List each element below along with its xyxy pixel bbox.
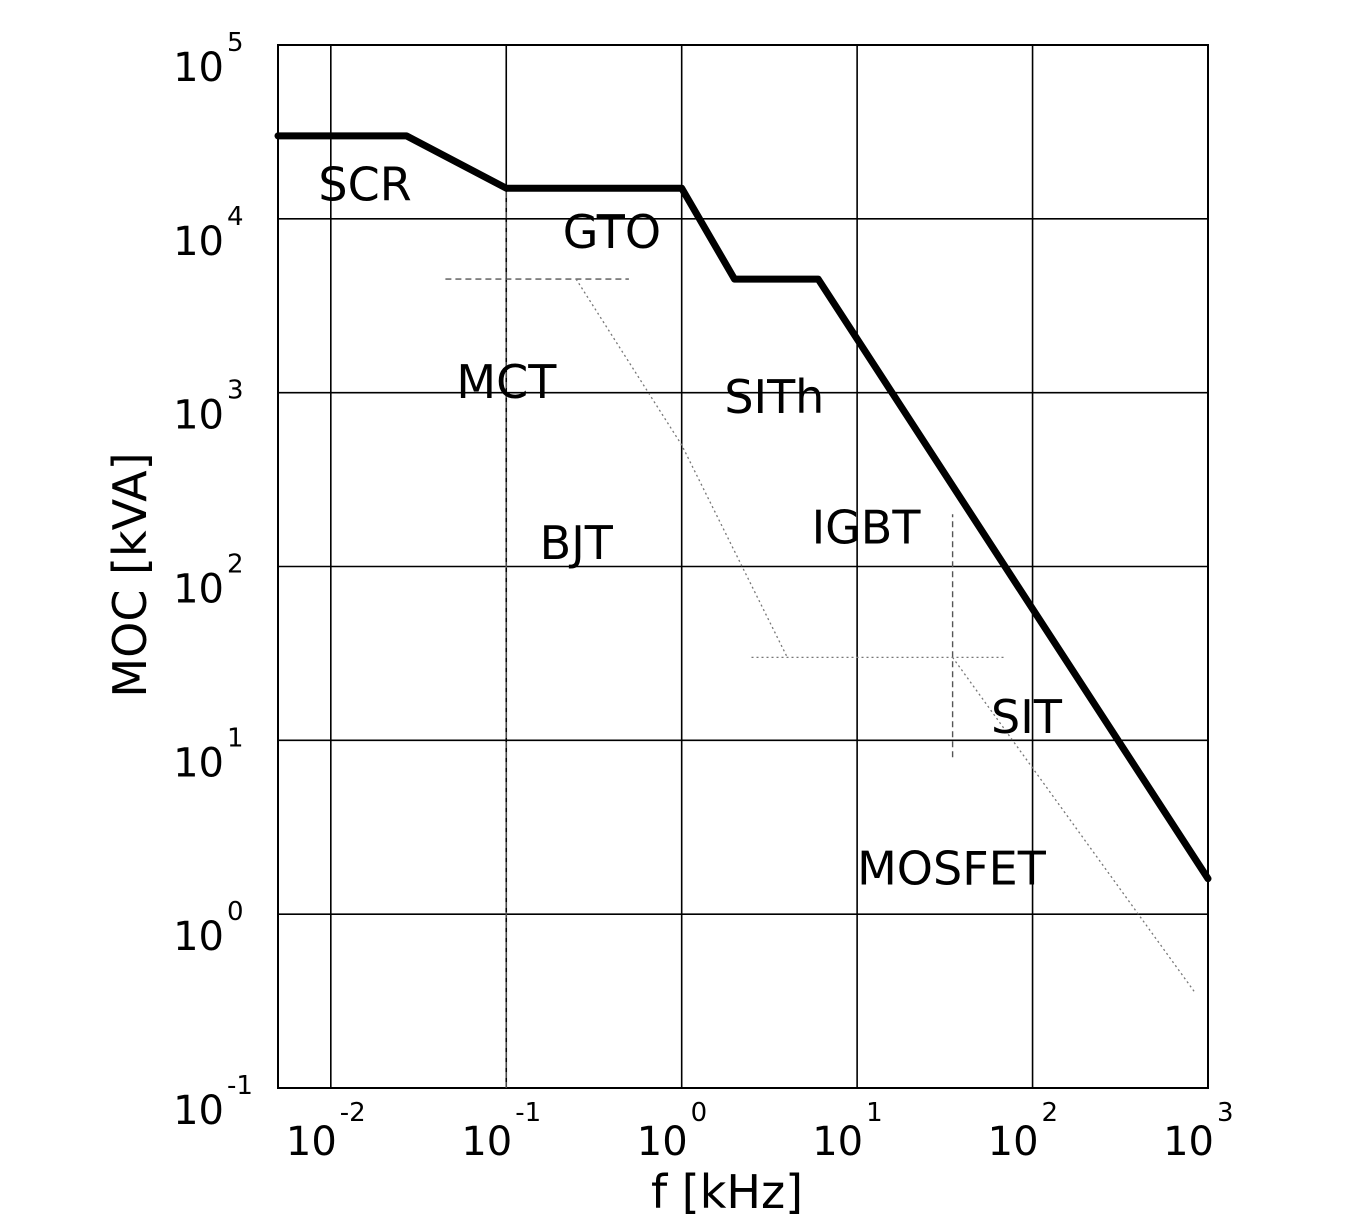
grid [278,45,1208,1088]
region-labels: SCR GTO MCT SITh BJT IGBT SIT MOSFET [318,158,1062,896]
y-tick-base: 10 [173,219,224,265]
x-tick-label-4: 102 [988,1098,1058,1165]
y-tick-base: 10 [173,1088,224,1134]
series-line-6 [952,657,1197,994]
x-tick-exponent: 2 [1042,1098,1059,1128]
y-tick-label-1: 104 [173,202,243,265]
x-tick-label-0: 10-2 [286,1098,366,1165]
region-label-sith: SITh [724,370,824,424]
x-tick-label-5: 103 [1163,1098,1233,1165]
series-line-3 [575,278,788,658]
y-tick-label-4: 101 [173,723,243,786]
y-tick-base: 10 [173,45,224,91]
y-tick-exponent: -1 [227,1071,253,1101]
region-label-mosfet: MOSFET [857,841,1047,895]
y-tick-exponent: 1 [227,723,244,753]
x-axis-title: f [kHz] [651,1165,803,1219]
y-tick-label-0: 105 [173,28,243,91]
x-tick-label-2: 100 [637,1098,707,1165]
x-tick-exponent: -2 [340,1098,366,1128]
x-tick-exponent: 3 [1217,1098,1234,1128]
region-label-bjt: BJT [540,516,614,570]
y-tick-base: 10 [173,914,224,960]
region-label-mct: MCT [456,355,557,409]
y-tick-label-3: 102 [173,550,243,613]
y-tick-exponent: 2 [227,550,244,580]
series-line-0 [274,132,1212,883]
x-tick-base: 10 [988,1119,1039,1165]
x-tick-base: 10 [461,1119,512,1165]
y-axis-title: MOC [kVA] [103,452,157,697]
y-tick-exponent: 4 [227,202,244,232]
x-tick-base: 10 [812,1119,863,1165]
x-tick-exponent: -1 [515,1098,541,1128]
x-tick-exponent: 0 [691,1098,708,1128]
x-tick-label-1: 10-1 [461,1098,541,1165]
x-tick-label-3: 101 [812,1098,882,1165]
region-label-sit: SIT [991,690,1063,744]
x-tick-base: 10 [286,1119,337,1165]
y-tick-base: 10 [173,740,224,786]
x-tick-base: 10 [637,1119,688,1165]
y-tick-label-6: 10-1 [173,1071,253,1134]
region-label-igbt: IGBT [812,501,922,555]
y-tick-base: 10 [173,393,224,439]
plot-frame [277,44,1209,1089]
y-tick-label-2: 103 [173,376,243,439]
y-tick-base: 10 [173,567,224,613]
y-tick-exponent: 5 [227,28,244,58]
region-label-scr: SCR [318,158,411,212]
y-tick-exponent: 3 [227,376,244,406]
x-tick-exponent: 1 [866,1098,883,1128]
y-tick-label-5: 100 [173,897,243,960]
series-group [274,132,1212,1088]
x-tick-base: 10 [1163,1119,1214,1165]
region-label-gto: GTO [563,205,661,259]
y-tick-exponent: 0 [227,897,244,927]
